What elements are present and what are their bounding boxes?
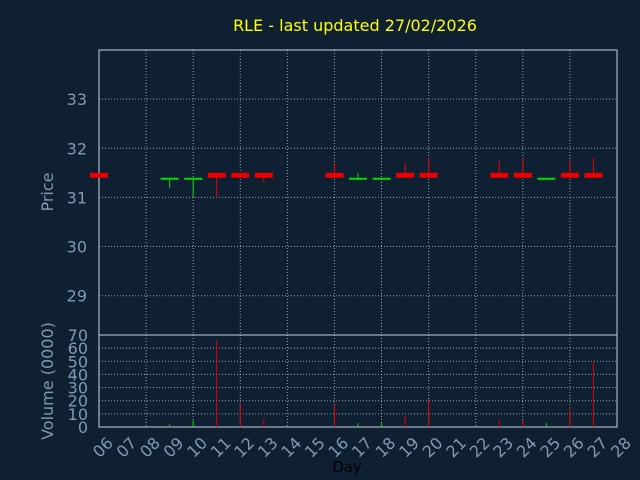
volume-tick-label: 30 bbox=[68, 379, 88, 398]
volume-tick-label: 10 bbox=[68, 405, 88, 424]
x-axis-label: Day bbox=[332, 458, 362, 476]
price-panel: 29 30 31 32 33 bbox=[67, 49, 618, 336]
price-tick-label: 29 bbox=[67, 287, 87, 306]
volume-tick-label: 50 bbox=[68, 352, 88, 371]
candle-body bbox=[349, 177, 367, 180]
candle-body bbox=[325, 172, 344, 178]
volume-tick-label: 70 bbox=[68, 326, 88, 345]
price-panel-frame bbox=[98, 49, 618, 336]
volume-tick-label: 20 bbox=[68, 392, 88, 411]
price-tick-label: 30 bbox=[67, 238, 87, 257]
candle-body bbox=[254, 172, 273, 178]
price-tick-label: 31 bbox=[67, 188, 87, 207]
candle-body bbox=[160, 177, 179, 180]
candle-body bbox=[560, 172, 579, 178]
x-tick-label: 28 bbox=[607, 433, 635, 461]
candle-body bbox=[207, 172, 226, 178]
candle-body bbox=[90, 172, 108, 178]
candle-body bbox=[513, 172, 532, 178]
price-tick-label: 32 bbox=[67, 139, 87, 158]
volume-panel-frame bbox=[98, 334, 618, 428]
candle-body bbox=[184, 177, 203, 180]
candle-body bbox=[537, 177, 556, 180]
price-axis-label: Price bbox=[38, 172, 57, 211]
chart-title: RLE - last updated 27/02/2026 bbox=[233, 16, 477, 35]
candle-body bbox=[584, 172, 603, 178]
candle-body bbox=[372, 177, 391, 180]
candle-body bbox=[231, 172, 250, 178]
volume-tick-label: 0 bbox=[78, 418, 88, 437]
volume-tick-label: 40 bbox=[68, 365, 88, 384]
volume-axis-label: Volume (0000) bbox=[38, 322, 57, 440]
candle-body bbox=[490, 172, 509, 178]
price-tick-label: 33 bbox=[67, 90, 87, 109]
candle-body bbox=[419, 172, 438, 178]
x-axis: 0607080910111213141516171819202122232425… bbox=[89, 433, 635, 461]
volume-tick-label: 60 bbox=[68, 339, 88, 358]
candle-body bbox=[396, 172, 415, 178]
